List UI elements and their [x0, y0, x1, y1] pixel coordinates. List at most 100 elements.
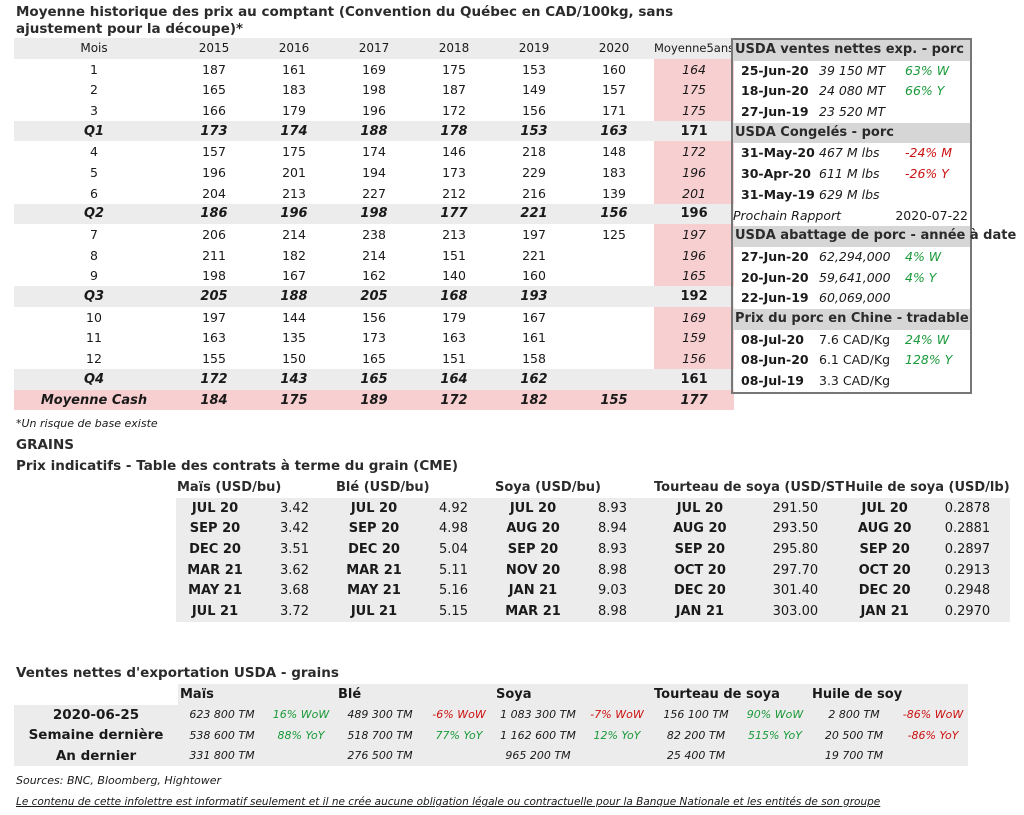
hist-cell: 201 [654, 182, 735, 204]
hist-cell: 179 [282, 102, 306, 118]
contract-price: 297.70 [746, 559, 845, 581]
hist-cell: 229 [522, 164, 546, 180]
hist-cell: 156 [654, 348, 735, 369]
hist-cell: 155 [574, 389, 654, 411]
hist-cell: 173 [174, 120, 254, 142]
pork-data-row: 22-Jun-19 60,069,000 [733, 288, 970, 309]
hist-cell: 4 [90, 144, 98, 160]
hist-cell: 125 [602, 227, 626, 243]
hist-cell: 7 [90, 227, 98, 243]
hist-cell: 135 [282, 330, 306, 346]
contract-month: SEP 20 [335, 518, 413, 540]
contract-price: 9.03 [572, 580, 653, 602]
hist-cell: 214 [282, 227, 306, 243]
hist-cell: Q4 [14, 369, 174, 390]
contract-month: AUG 20 [653, 518, 747, 540]
hist-cell: 177 [654, 389, 735, 411]
hist-cell: 172 [442, 102, 466, 118]
contract-price: 3.42 [254, 497, 335, 519]
pork-date: 30-Apr-20 [741, 166, 811, 182]
export-volume: 623 800 TM [178, 704, 266, 725]
contract-month: JUL 20 [844, 497, 926, 519]
pork-data-row: 31-May-19 629 M lbs [733, 185, 970, 206]
exports-row-label: An dernier [14, 745, 178, 766]
hist-cell: 213 [442, 227, 466, 243]
hist-cell: 196 [362, 102, 386, 118]
hist-header-cell: Mois [14, 38, 174, 59]
contract-month: DEC 20 [844, 580, 926, 602]
export-volume: 538 600 TM [178, 725, 266, 746]
hist-cell: 187 [202, 61, 226, 77]
hist-cell: 175 [442, 61, 466, 77]
pork-value: 467 M lbs [819, 145, 880, 161]
hist-cell: 169 [654, 306, 735, 328]
hist-cell: 173 [442, 164, 466, 180]
hist-cell: 164 [654, 58, 735, 80]
quarter-row: Q3 205 188 205 168 193 192 [14, 286, 735, 307]
next-report-date: 2020-07-22 [895, 207, 968, 223]
usda-pork-panel: USDA ventes nettes exp. - porc 25-Jun-20 3… [731, 38, 1016, 394]
hist-cell: 149 [522, 82, 546, 98]
contract-price: 0.2897 [925, 539, 1010, 560]
contract-price: 8.93 [572, 539, 653, 560]
export-change [740, 745, 810, 766]
pork-change: 4% W [905, 248, 942, 264]
hist-cell: 146 [442, 144, 466, 160]
export-volume: 2 800 TM [810, 704, 898, 725]
pork-date: 27-Jun-19 [741, 104, 809, 120]
hist-cell [574, 348, 654, 369]
historical-price-table: Mois 2015 2016 2017 2018 2019 2020 Moyenne5ans 1… [14, 38, 735, 411]
export-volume: 156 100 TM [652, 704, 740, 725]
contract-price: 0.2881 [925, 518, 1010, 540]
hist-cell: 204 [202, 185, 226, 201]
hist-cell: 156 [362, 309, 386, 325]
hist-cell: 140 [442, 268, 466, 284]
hist-cell: 221 [494, 203, 574, 225]
pork-data-row: 08-Jul-20 7.6 CAD/Kg 24% W [733, 330, 970, 351]
hist-cell: 157 [602, 82, 626, 98]
exports-header-cell: Soya [494, 684, 652, 705]
futures-header-row: Maïs (USD/bu) Blé (USD/bu) Soya (USD/bu) To… [176, 477, 1010, 498]
hist-cell: 162 [362, 268, 386, 284]
export-volume: 1 083 300 TM [494, 704, 582, 725]
pork-date: 31-May-20 [741, 145, 815, 161]
hist-cell: 175 [654, 100, 735, 121]
hist-cell: 6 [90, 185, 98, 201]
pork-section-header: USDA abattage de porc - année à date [733, 226, 1016, 247]
hist-cell: 183 [602, 164, 626, 180]
pork-data-row: 27-Jun-20 62,294,000 4% W [733, 247, 970, 268]
hist-cell: 155 [202, 351, 226, 367]
pork-value: 611 M lbs [819, 166, 880, 182]
hist-cell: 163 [442, 330, 466, 346]
hist-cell: 205 [334, 286, 414, 307]
hist-header-cell: Moyenne5ans [654, 38, 735, 59]
hist-cell: 164 [414, 369, 494, 390]
contract-month: JUL 20 [335, 497, 413, 519]
pork-change: 24% W [905, 331, 950, 347]
hist-cell: 218 [522, 144, 546, 160]
hist-cell: 5 [90, 164, 98, 180]
hist-cell: 158 [522, 351, 546, 367]
contract-price: 293.50 [746, 518, 845, 540]
contract-price: 4.92 [413, 497, 494, 519]
contract-month: SEP 20 [844, 539, 926, 560]
exports-header-cell: Tourteau de soya [652, 684, 810, 705]
pork-change: -26% Y [905, 166, 949, 182]
next-report-label: Prochain Rapport [733, 207, 842, 223]
pork-data-row: 20-Jun-20 59,641,000 4% Y [733, 268, 970, 289]
next-report-row: Prochain Rapport 2020-07-22 [733, 206, 970, 227]
hist-cell: 216 [522, 185, 546, 201]
export-volume: 19 700 TM [810, 745, 898, 766]
pork-data-row: 25-Jun-20 39 150 MT 63% W [733, 61, 970, 82]
hist-cell: 172 [654, 141, 735, 163]
quarter-row: Q4 172 143 165 164 162 161 [14, 369, 735, 390]
month-row: 1 187 161 169 175 153 160 164 [14, 58, 735, 80]
export-volume: 25 400 TM [652, 745, 740, 766]
disclaimer-link[interactable]: Le contenu de cette infolettre est infor… [16, 796, 881, 808]
pork-date: 08-Jun-20 [741, 352, 809, 368]
exports-header-cell: Blé [336, 684, 494, 705]
pork-data-row: 30-Apr-20 611 M lbs -26% Y [733, 164, 970, 185]
hist-cell: 150 [282, 351, 306, 367]
contract-price: 3.68 [254, 580, 335, 602]
hist-header-cell: 2019 [494, 38, 574, 59]
